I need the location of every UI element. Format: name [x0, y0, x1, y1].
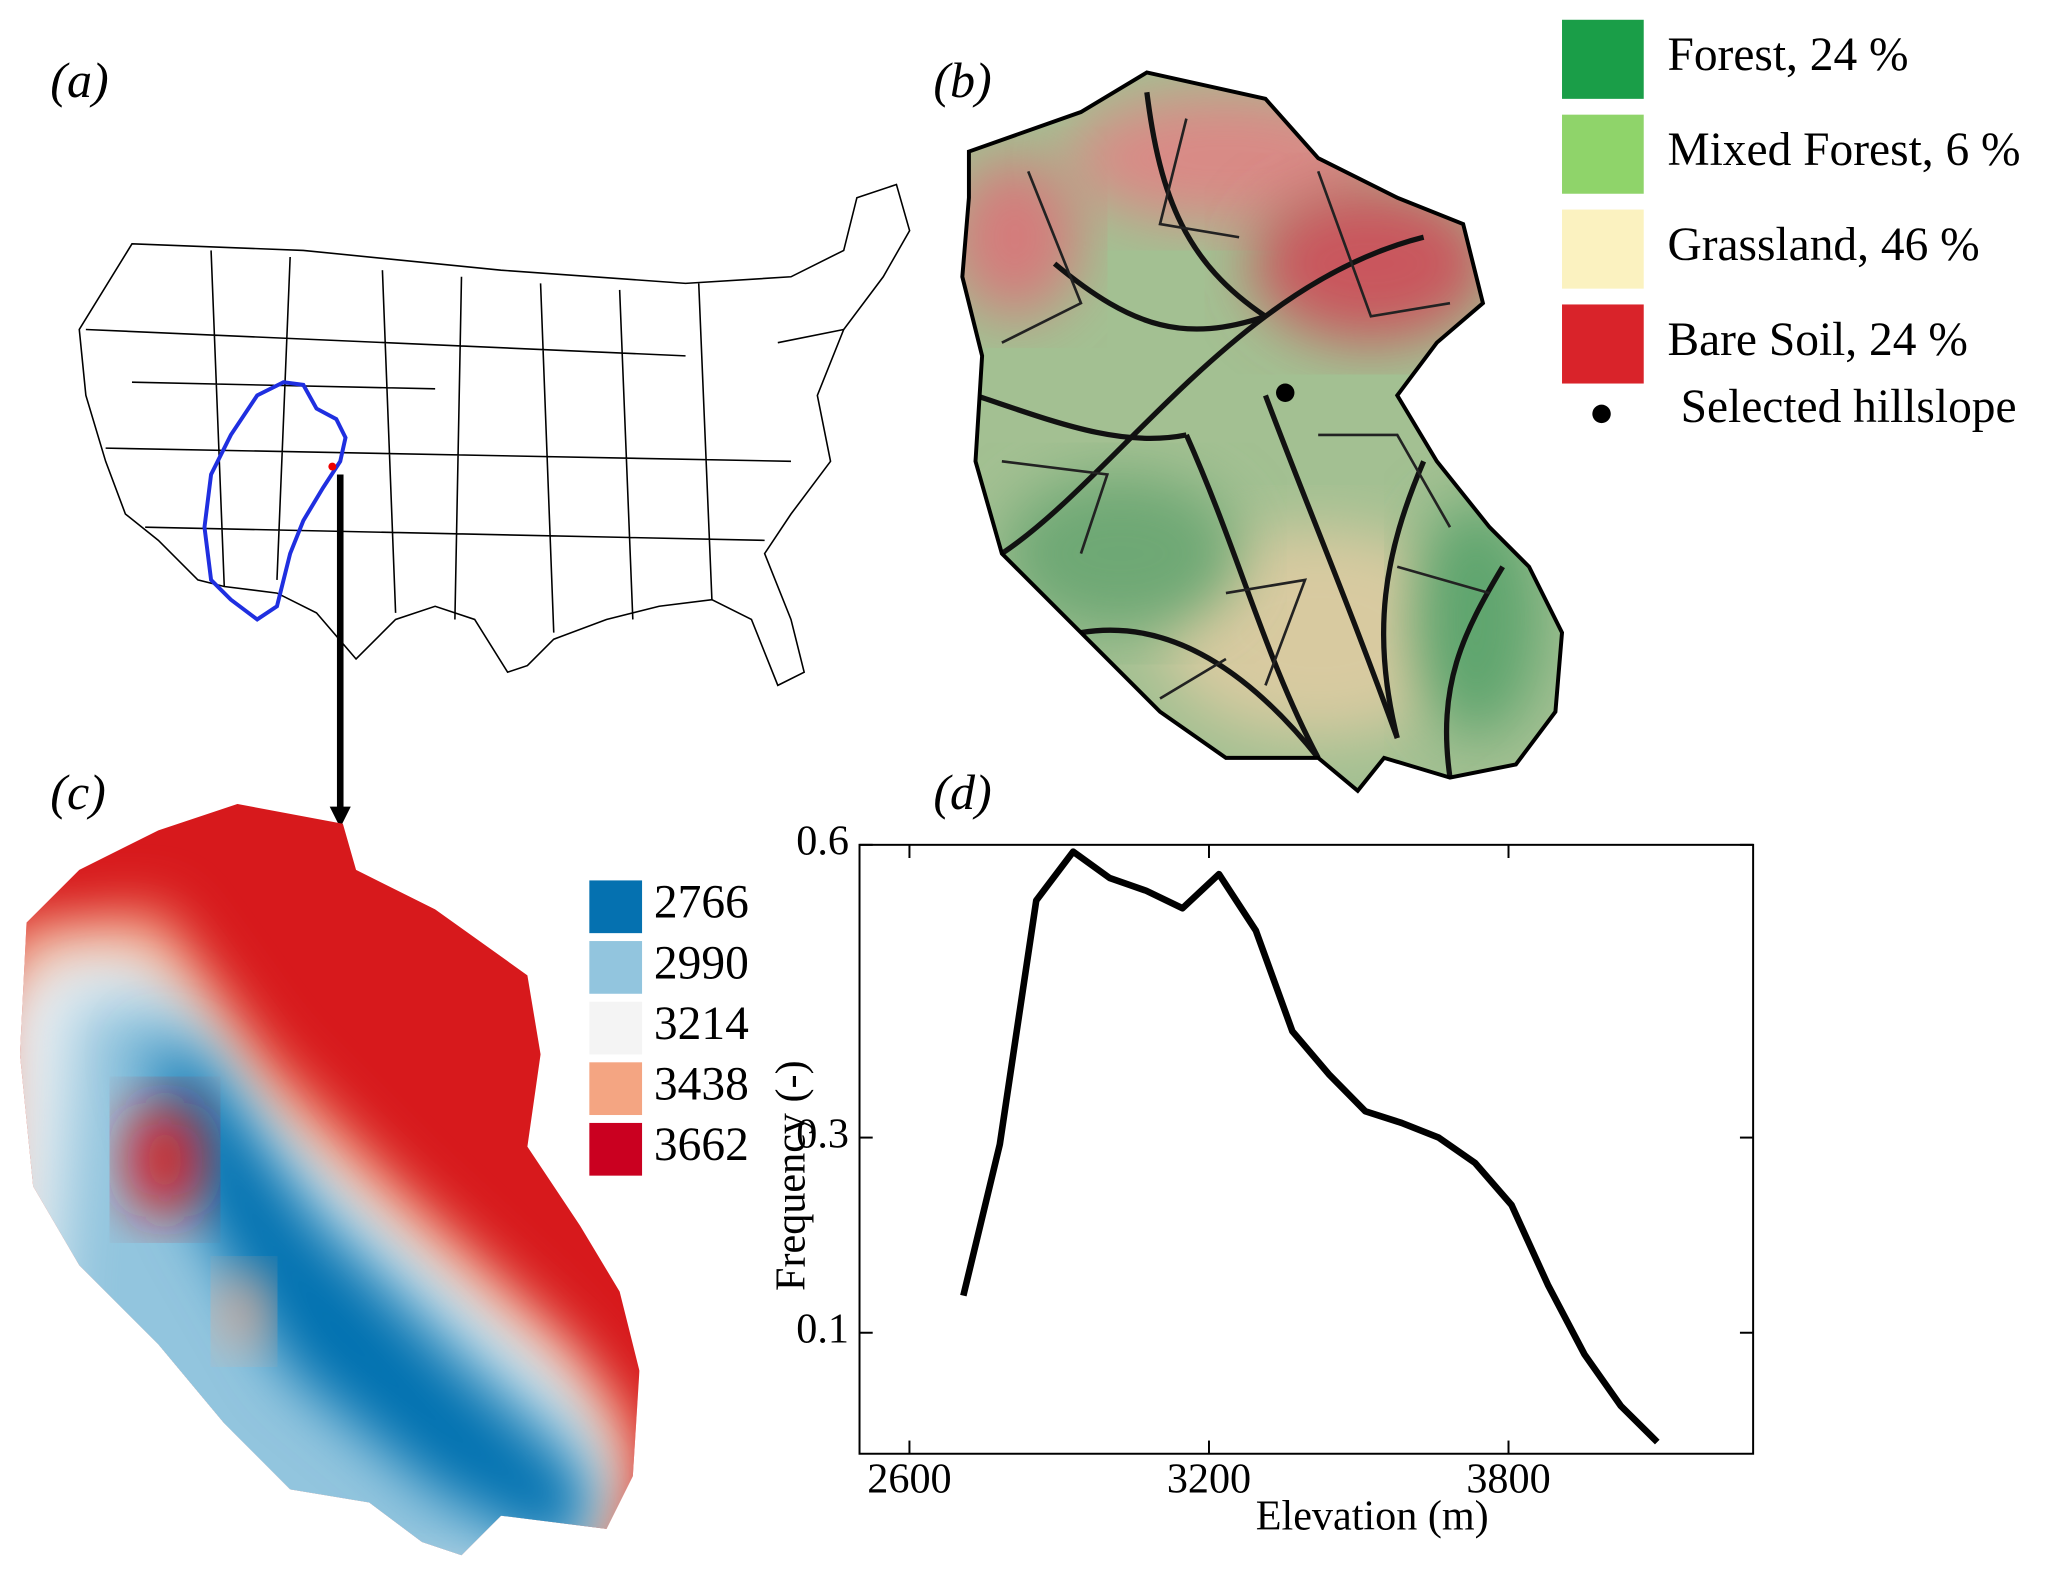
y-tick-label: 0.1	[796, 1305, 849, 1352]
x-tick-label: 2600	[867, 1455, 951, 1502]
basin-outline	[202, 380, 348, 622]
watershed-outline	[960, 70, 1565, 794]
panel-label: (d)	[933, 764, 991, 820]
legend-label: 2990	[654, 937, 749, 989]
legend-label: Grassland, 46 %	[1667, 219, 1979, 271]
site-marker	[328, 462, 337, 471]
legend-swatch	[1562, 19, 1644, 99]
legend-swatch	[589, 1122, 643, 1176]
legend-marker	[1592, 404, 1611, 424]
legend-label: Forest, 24 %	[1667, 29, 1908, 81]
x-tick-label: 3800	[1466, 1455, 1550, 1502]
legend-swatch	[1562, 209, 1644, 289]
legend-swatch	[589, 1001, 643, 1055]
legend-label: Selected hillslope	[1681, 381, 2017, 433]
legend-swatch	[1562, 304, 1644, 384]
legend-swatch	[589, 1062, 643, 1116]
y-tick-label: 0.3	[796, 1110, 849, 1157]
panel-label: (b)	[933, 52, 991, 108]
legend-swatch	[589, 880, 643, 934]
land-cover-map	[962, 72, 1563, 791]
y-tick-label: 0.6	[796, 818, 849, 865]
legend-label: Bare Soil, 24 %	[1667, 314, 1967, 366]
panel-label: (a)	[50, 52, 108, 108]
x-axis-label: Elevation (m)	[1256, 1492, 1489, 1539]
legend-label: 3438	[654, 1059, 749, 1111]
elevation-map	[19, 803, 640, 1556]
legend-swatch	[1562, 114, 1644, 194]
legend-label: 2766	[654, 877, 749, 929]
elevation-legend: 2766 2990 3214 3438 3662	[589, 877, 749, 1176]
legend-swatch	[589, 941, 643, 994]
panel-label: (c)	[50, 764, 106, 820]
arrow-head	[329, 806, 351, 828]
legend-label: Mixed Forest, 6 %	[1667, 124, 2020, 176]
line	[960, 848, 1660, 1445]
us-map	[78, 183, 911, 687]
x-tick-label: 3200	[1167, 1455, 1251, 1502]
y-axis-label: Frequency (-)	[768, 1060, 815, 1291]
legend-label: 3214	[654, 998, 749, 1050]
plot-frame	[858, 843, 1755, 1455]
chart: 2600 3200 3800 0.6 0.3 0.1 Elevation (m) Freque…	[768, 818, 1755, 1539]
legend-label: 3662	[654, 1119, 749, 1171]
land-cover-legend: Forest, 24 % Mixed Forest, 6 % Grassland, …	[1562, 19, 2021, 384]
selected-hillslope	[1276, 383, 1295, 402]
